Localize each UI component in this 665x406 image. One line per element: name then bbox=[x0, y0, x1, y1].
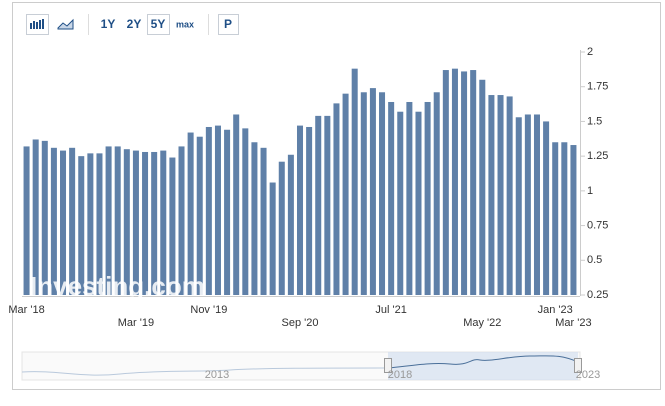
range-button[interactable]: max bbox=[176, 19, 194, 29]
bar bbox=[315, 115, 322, 295]
navigator-line bbox=[387, 355, 579, 369]
bar bbox=[515, 117, 522, 296]
bar bbox=[87, 153, 94, 295]
x-tick-label: Sep '20 bbox=[282, 317, 319, 329]
x-tick-label: Mar '19 bbox=[118, 317, 154, 329]
y-tick-label: 0.5 bbox=[587, 254, 602, 266]
bar bbox=[488, 95, 495, 295]
range-button[interactable]: P bbox=[224, 17, 232, 31]
bar bbox=[105, 146, 112, 295]
bar bbox=[561, 142, 568, 295]
watermark: Investing.com bbox=[30, 271, 205, 301]
bar bbox=[287, 154, 294, 295]
bar bbox=[96, 153, 103, 295]
navigator bbox=[21, 351, 582, 381]
bar bbox=[242, 128, 249, 295]
bar bbox=[69, 147, 76, 295]
y-tick-label: 0.25 bbox=[587, 289, 608, 301]
bar bbox=[433, 92, 440, 295]
bar-icon bbox=[30, 19, 44, 29]
bar bbox=[415, 111, 422, 295]
bar bbox=[132, 150, 139, 295]
bar bbox=[497, 95, 504, 295]
bar bbox=[260, 147, 267, 295]
bar bbox=[369, 88, 376, 295]
bar bbox=[23, 146, 30, 295]
x-tick-label: May '22 bbox=[463, 317, 501, 329]
p-button-box bbox=[218, 14, 239, 35]
bar bbox=[151, 151, 158, 295]
navigator-handle[interactable] bbox=[574, 358, 582, 373]
bar bbox=[379, 92, 386, 295]
bar bbox=[60, 150, 67, 295]
bar bbox=[324, 115, 331, 295]
bar bbox=[397, 111, 404, 295]
bar bbox=[451, 68, 458, 295]
navigator-history bbox=[21, 367, 391, 376]
bar bbox=[442, 70, 449, 296]
bar bbox=[123, 149, 130, 295]
navigator-label: 2013 bbox=[205, 369, 229, 381]
y-tick-label: 1.75 bbox=[587, 81, 608, 93]
bar bbox=[224, 129, 231, 295]
bar bbox=[251, 142, 258, 295]
x-tick-label: Nov '19 bbox=[190, 304, 227, 316]
bar bbox=[187, 132, 194, 295]
bar bbox=[178, 146, 185, 295]
y-tick-label: 0.75 bbox=[587, 219, 608, 231]
bar bbox=[424, 101, 431, 295]
navigator-label: 2023 bbox=[576, 369, 600, 381]
bar bbox=[524, 114, 531, 295]
bar bbox=[570, 145, 577, 295]
range-button[interactable]: 1Y bbox=[101, 17, 116, 31]
bar bbox=[78, 156, 85, 295]
bar bbox=[388, 101, 395, 295]
x-tick-label: Jul '21 bbox=[375, 304, 406, 316]
x-tick-label: Jan '23 bbox=[538, 304, 573, 316]
y-tick-label: 1.25 bbox=[587, 150, 608, 162]
bar bbox=[552, 142, 559, 295]
bar bbox=[41, 140, 48, 295]
bar bbox=[169, 157, 176, 295]
x-tick-label: Mar '23 bbox=[555, 317, 591, 329]
bar bbox=[296, 125, 304, 295]
bar bbox=[333, 103, 340, 296]
active-range bbox=[147, 14, 170, 35]
toolbar bbox=[26, 14, 239, 35]
bar bbox=[269, 182, 276, 295]
bar bbox=[278, 161, 285, 295]
x-tick-label: Mar '18 bbox=[8, 304, 44, 316]
bar bbox=[50, 147, 57, 295]
bar bbox=[114, 146, 121, 295]
range-button[interactable]: 5Y bbox=[151, 17, 166, 31]
y-tick-label: 1 bbox=[587, 185, 593, 197]
bar bbox=[196, 136, 203, 295]
area-icon[interactable] bbox=[57, 18, 74, 30]
y-tick-label: 2 bbox=[587, 46, 593, 58]
bar bbox=[205, 126, 212, 296]
navigator-window[interactable] bbox=[388, 352, 578, 380]
bar bbox=[32, 139, 39, 295]
bar bbox=[142, 151, 149, 295]
bar bbox=[214, 125, 221, 295]
bar bbox=[406, 101, 413, 295]
navigator-handle[interactable] bbox=[384, 358, 392, 373]
bar bbox=[360, 92, 367, 295]
y-tick-label: 1.5 bbox=[587, 115, 602, 127]
bar bbox=[461, 71, 468, 295]
bar bbox=[342, 93, 349, 296]
bar bbox=[533, 114, 540, 295]
bar bbox=[543, 121, 550, 295]
bar bbox=[506, 96, 513, 295]
bar bbox=[479, 79, 486, 296]
bar bbox=[470, 70, 477, 296]
bar bbox=[306, 126, 313, 296]
range-button[interactable]: 2Y bbox=[127, 17, 142, 31]
bar bbox=[233, 114, 240, 295]
bar bbox=[160, 150, 167, 295]
bar bbox=[351, 68, 358, 295]
navigator-label: 2018 bbox=[388, 369, 412, 381]
